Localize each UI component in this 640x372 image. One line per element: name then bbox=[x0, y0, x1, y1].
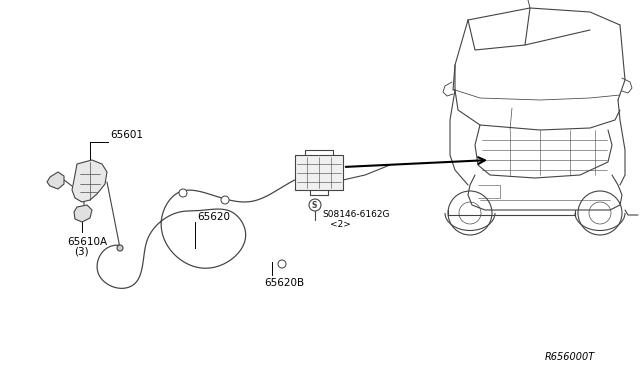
Circle shape bbox=[278, 260, 286, 268]
Text: 65610A: 65610A bbox=[67, 237, 107, 247]
Polygon shape bbox=[72, 160, 107, 202]
FancyBboxPatch shape bbox=[295, 155, 343, 190]
Circle shape bbox=[179, 189, 187, 197]
Text: (3): (3) bbox=[74, 247, 88, 257]
Text: <2>: <2> bbox=[330, 220, 351, 229]
Text: 65620B: 65620B bbox=[264, 278, 304, 288]
Text: 65601: 65601 bbox=[110, 130, 143, 140]
Circle shape bbox=[221, 196, 229, 204]
Text: S08146-6162G: S08146-6162G bbox=[322, 210, 390, 219]
Circle shape bbox=[309, 199, 321, 211]
Polygon shape bbox=[47, 172, 64, 189]
Polygon shape bbox=[74, 205, 92, 222]
Text: 65620: 65620 bbox=[197, 212, 230, 222]
Text: R656000T: R656000T bbox=[545, 352, 595, 362]
Text: S: S bbox=[311, 201, 317, 210]
Circle shape bbox=[117, 245, 123, 251]
